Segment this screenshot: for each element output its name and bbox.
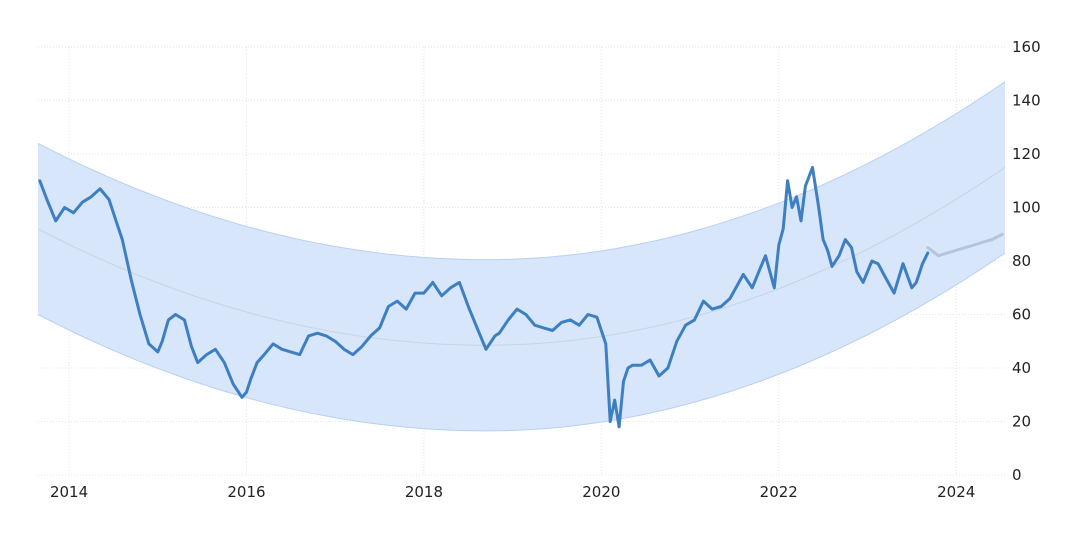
y-tick-label: 160: [1012, 38, 1041, 56]
y-tick-label: 120: [1012, 145, 1041, 163]
trend-band-lower: [37, 252, 1006, 432]
trend-band-area: [38, 81, 1005, 431]
x-tick-label: 2014: [50, 483, 88, 501]
x-tick-label: 2016: [227, 483, 265, 501]
y-tick-label: 80: [1012, 252, 1031, 270]
series-lines: [38, 165, 1004, 429]
forecast-line: [926, 232, 1004, 258]
y-tick-label: 20: [1012, 413, 1031, 431]
y-tick-label: 40: [1012, 359, 1031, 377]
x-tick-label: 2018: [405, 483, 443, 501]
trend-band: [37, 81, 1006, 432]
y-tick-label: 140: [1012, 92, 1041, 110]
x-tick-label: 2024: [937, 483, 975, 501]
x-tick-label: 2022: [760, 483, 798, 501]
trend-center-line: [37, 166, 1006, 346]
trend-band-upper: [37, 81, 1006, 261]
x-axis-ticks: 2014 2016 2018 2020 2022 2024: [50, 483, 975, 501]
price-history-line: [38, 165, 930, 429]
y-tick-label: 100: [1012, 199, 1041, 217]
y-tick-label: 60: [1012, 306, 1031, 324]
x-tick-label: 2020: [582, 483, 620, 501]
y-axis-ticks: 0 20 40 60 80 100 120 140 160: [1012, 38, 1041, 484]
y-tick-label: 0: [1012, 466, 1022, 484]
